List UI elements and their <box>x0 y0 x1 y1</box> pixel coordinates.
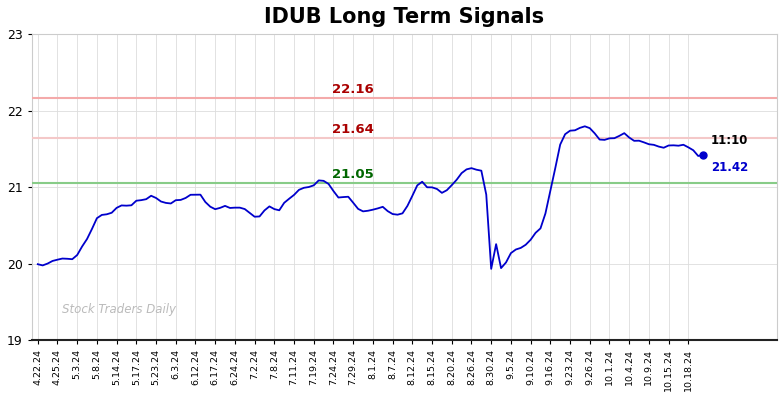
Title: IDUB Long Term Signals: IDUB Long Term Signals <box>264 7 545 27</box>
Text: 22.16: 22.16 <box>332 83 374 96</box>
Text: 21.42: 21.42 <box>711 161 748 174</box>
Text: Stock Traders Daily: Stock Traders Daily <box>62 303 176 316</box>
Text: 21.64: 21.64 <box>332 123 374 136</box>
Text: 11:10: 11:10 <box>711 134 749 147</box>
Text: 21.05: 21.05 <box>332 168 374 181</box>
